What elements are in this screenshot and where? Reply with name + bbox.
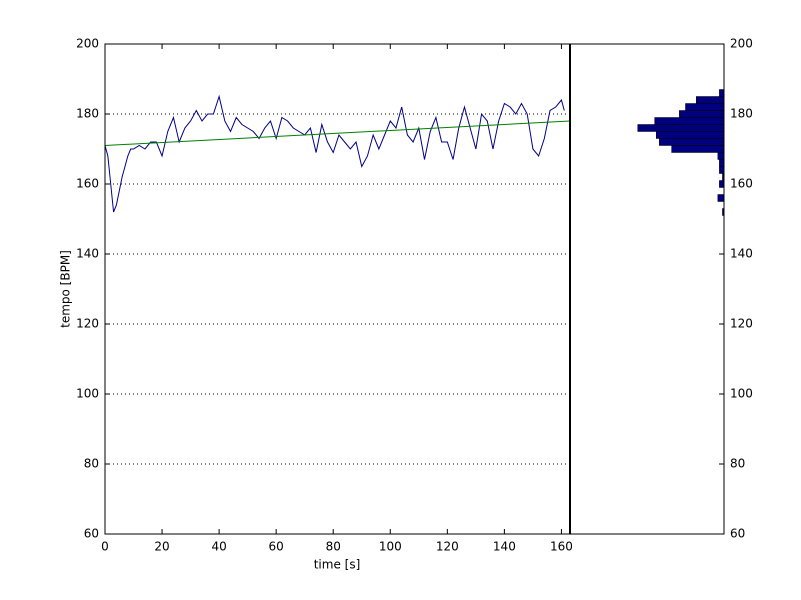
y-tick-label: 120 <box>730 317 753 331</box>
y-tick-label: 100 <box>730 387 753 401</box>
x-axis-label: time [s] <box>314 558 361 572</box>
histogram-bar <box>679 110 725 118</box>
histogram-bar <box>719 180 725 188</box>
histogram-bar <box>719 89 725 97</box>
histogram-bar <box>685 103 725 111</box>
data-line <box>104 120 571 146</box>
histogram-bar <box>717 194 725 202</box>
histogram-bar <box>655 131 725 139</box>
y-tick-label: 200 <box>730 37 753 51</box>
axes-frame <box>104 43 725 535</box>
y-tick-label: 100 <box>76 387 99 401</box>
y-tick-label: 140 <box>76 247 99 261</box>
y-tick-label: 60 <box>730 527 745 541</box>
histogram-bar <box>719 159 725 167</box>
histogram-bar <box>719 166 725 174</box>
histogram-bar <box>671 145 725 153</box>
y-tick-label: 160 <box>76 177 99 191</box>
y-tick-label: 80 <box>730 457 745 471</box>
y-tick-label: 120 <box>76 317 99 331</box>
y-tick-label: 200 <box>76 37 99 51</box>
x-tick-label: 120 <box>436 540 459 554</box>
x-tick-label: 20 <box>154 540 169 554</box>
histogram-bar <box>654 117 725 125</box>
x-tick-label: 140 <box>493 540 516 554</box>
y-tick-label: 180 <box>76 107 99 121</box>
y-axis-label: tempo [BPM] <box>59 250 73 328</box>
x-tick-label: 40 <box>211 540 226 554</box>
data-line <box>104 94 565 213</box>
y-tick-label: 80 <box>84 457 99 471</box>
histogram-bar <box>637 124 725 132</box>
x-tick-label: 60 <box>269 540 284 554</box>
y-tick-label: 140 <box>730 247 753 261</box>
histogram-bar <box>717 152 725 160</box>
y-tick-label: 180 <box>730 107 753 121</box>
x-tick-label: 0 <box>101 540 109 554</box>
histogram-bar <box>696 96 725 104</box>
x-tick-label: 160 <box>550 540 573 554</box>
y-tick-label: 60 <box>84 527 99 541</box>
x-tick-label: 100 <box>379 540 402 554</box>
x-tick-label: 80 <box>326 540 341 554</box>
y-tick-label: 160 <box>730 177 753 191</box>
histogram-bar <box>659 138 725 146</box>
